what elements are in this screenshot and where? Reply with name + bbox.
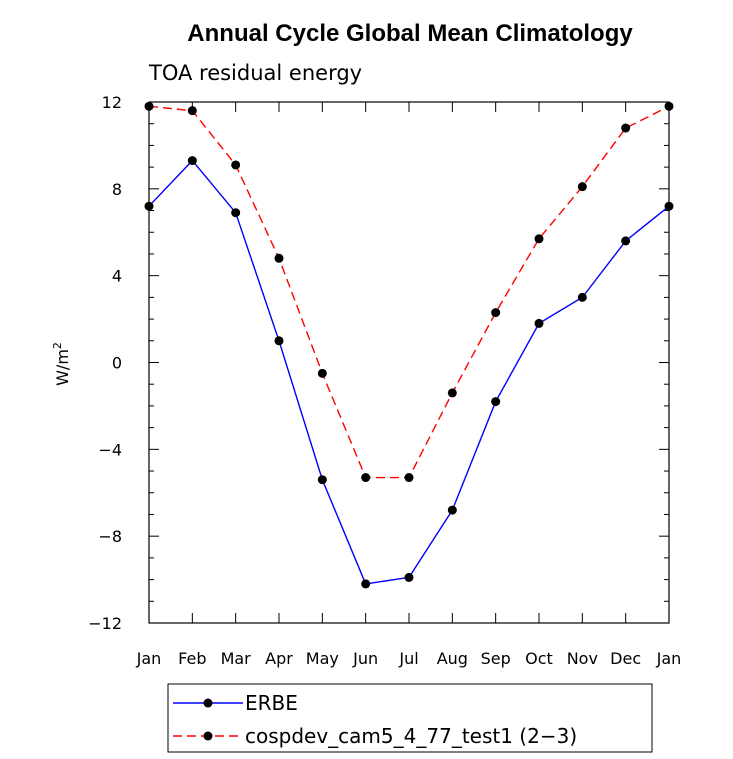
x-tick-label: Apr xyxy=(265,649,293,668)
chart-subtitle: TOA residual energy xyxy=(148,61,362,85)
y-tick-label: 4 xyxy=(112,267,122,286)
x-tick-label: Feb xyxy=(178,649,206,668)
data-point xyxy=(491,397,501,407)
data-point xyxy=(404,572,414,582)
data-point xyxy=(491,308,501,318)
data-point xyxy=(231,160,241,170)
data-point xyxy=(621,123,631,133)
data-point xyxy=(274,336,284,346)
data-point xyxy=(664,201,674,211)
x-tick-label: Oct xyxy=(525,649,553,668)
legend-item: cospdev_cam5_4_77_test1 (2−3) xyxy=(173,724,577,748)
data-point xyxy=(144,101,154,111)
data-point xyxy=(144,201,154,211)
x-tick-label: Jan xyxy=(136,649,162,668)
axes: −12 −8 −4 0 4 8 12 Jan Feb Mar Apr May Jun Jul Aug Sep O… xyxy=(88,93,681,668)
y-tick-label: −4 xyxy=(98,440,122,459)
data-point xyxy=(187,106,197,116)
chart-title: Annual Cycle Global Mean Climatology xyxy=(187,20,633,47)
x-tick-label: Jun xyxy=(352,649,378,668)
data-point xyxy=(317,475,327,485)
data-point xyxy=(231,208,241,218)
x-tick-label: Aug xyxy=(437,649,468,668)
y-tick-label: −12 xyxy=(88,614,122,633)
x-tick-label: Jan xyxy=(656,649,682,668)
legend-items: ERBE cospdev_cam5_4_77_test1 (2−3) xyxy=(173,691,577,748)
data-point xyxy=(534,234,544,244)
legend-item: ERBE xyxy=(173,691,298,715)
x-tick-label: Mar xyxy=(221,649,252,668)
data-point xyxy=(534,318,544,328)
data-point xyxy=(447,505,457,515)
series-1 xyxy=(144,156,674,589)
legend-label: cospdev_cam5_4_77_test1 (2−3) xyxy=(245,724,577,748)
data-point xyxy=(577,182,587,192)
data-point xyxy=(361,579,371,589)
x-tick-label: May xyxy=(306,649,339,668)
x-tick-label: Dec xyxy=(610,649,641,668)
legend-box xyxy=(167,683,653,753)
data-point xyxy=(664,101,674,111)
legend: ERBE cospdev_cam5_4_77_test1 (2−3) xyxy=(167,683,653,753)
data-point xyxy=(274,253,284,263)
series-line xyxy=(148,105,670,479)
y-axis-label: W/m2 xyxy=(51,342,72,386)
x-tick-label: Nov xyxy=(567,649,598,668)
data-point xyxy=(361,473,371,483)
legend-marker xyxy=(203,698,213,708)
data-point xyxy=(404,473,414,483)
series-2 xyxy=(144,101,674,483)
data-point xyxy=(621,236,631,246)
data-point xyxy=(317,368,327,378)
series-line xyxy=(148,159,670,585)
data-point xyxy=(187,156,197,166)
legend-marker xyxy=(203,731,213,741)
y-tick-label: 0 xyxy=(112,354,122,373)
y-tick-label: 8 xyxy=(112,180,122,199)
data-point xyxy=(447,388,457,398)
y-tick-label: 12 xyxy=(102,93,122,112)
x-tick-label: Sep xyxy=(481,649,511,668)
data-point xyxy=(577,292,587,302)
plot-frame xyxy=(148,101,670,624)
series-layer xyxy=(144,101,674,589)
legend-label: ERBE xyxy=(245,691,298,715)
x-tick-label: Jul xyxy=(398,649,418,668)
y-tick-label: −8 xyxy=(98,527,122,546)
